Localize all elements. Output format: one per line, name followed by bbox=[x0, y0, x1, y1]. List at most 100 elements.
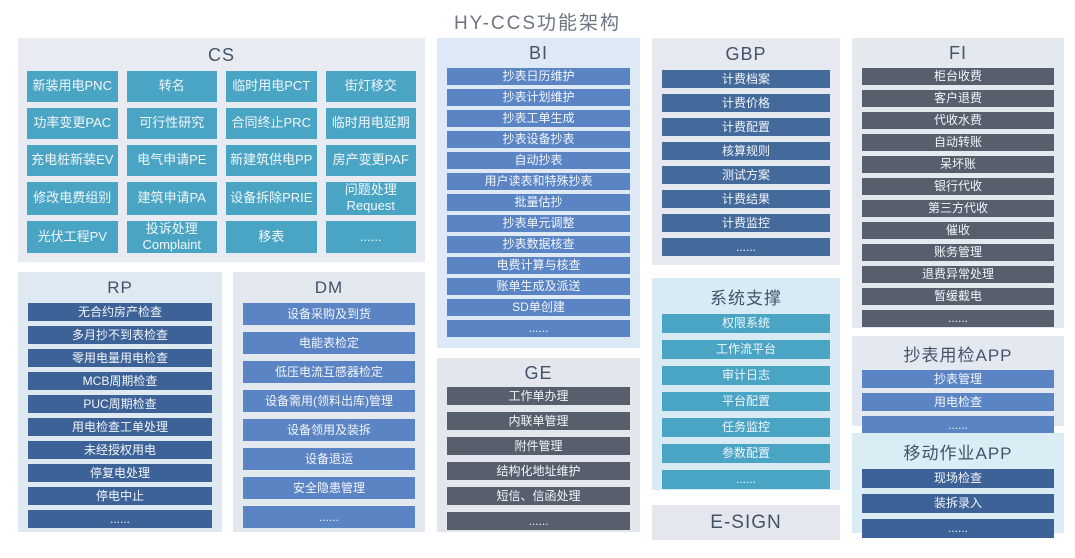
panel-gbp-items: 计费档案 计费价格 计费配置 核算规则 测试方案 计费结果 计费监控...... bbox=[652, 70, 840, 256]
module-box: 暂缓截电 bbox=[862, 288, 1054, 305]
module-box: ...... bbox=[662, 238, 830, 256]
module-box: PUC周期检查 bbox=[28, 395, 212, 413]
module-box: 临时用电PCT bbox=[226, 71, 317, 102]
module-box: 未经授权用电 bbox=[28, 441, 212, 459]
panel-rp: RP 无合约房产检查 多月抄不到表检查 零用电量用电检查 MCB周期检查 PUC周期检查… bbox=[18, 272, 222, 532]
module-box: 抄表管理 bbox=[862, 370, 1054, 388]
module-box: 充电桩新装EV bbox=[27, 145, 118, 176]
module-box: 多月抄不到表检查 bbox=[28, 326, 212, 344]
panel-meter-inspection-app: 抄表用检APP 抄表管理 用电检查...... bbox=[852, 336, 1064, 434]
module-box: 修改电费组别 bbox=[27, 182, 118, 215]
panel-fi-title: FI bbox=[949, 43, 967, 63]
module-box: 计费配置 bbox=[662, 118, 830, 136]
module-box: ...... bbox=[447, 512, 630, 530]
module-box: ...... bbox=[28, 510, 212, 528]
module-box: 建筑申请PA bbox=[126, 182, 217, 215]
panel-bi-items: 抄表日历维护 抄表计划维护 抄表工单生成 抄表设备抄表 自动抄表用户读表和特殊抄表 批量估… bbox=[437, 68, 640, 337]
module-box: 装拆录入 bbox=[862, 494, 1054, 513]
panel-bi: BI 抄表日历维护 抄表计划维护 抄表工单生成 抄表设备抄表 自动抄表用户读表和特殊抄表… bbox=[437, 38, 640, 348]
module-box: 柜台收费 bbox=[862, 68, 1054, 85]
module-box: 工作流平台 bbox=[662, 340, 830, 359]
panel-esign: E-SIGN bbox=[652, 505, 840, 540]
panel-ge: GE 工作单办理 内联单管理 附件管理 结构化地址维护 短信、信函处理...... bbox=[437, 358, 640, 532]
module-box: 可行性研究 bbox=[126, 108, 217, 139]
module-box: 设备拆除PRIE bbox=[226, 182, 317, 215]
module-box: 移表 bbox=[226, 220, 317, 253]
module-box: 批量估抄 bbox=[447, 194, 630, 211]
panel-system-support: 系统支撑 权限系统 工作流平台 审计日志 平台配置 任务监控 参数配置...... bbox=[652, 278, 840, 490]
module-box: 电气申请PE bbox=[126, 145, 217, 176]
column-1-subrow: RP 无合约房产检查 多月抄不到表检查 零用电量用电检查 MCB周期检查 PUC周期检查… bbox=[18, 272, 425, 532]
module-box: 问题处理 Request bbox=[325, 182, 416, 215]
panel-cs: CS 新装用电PNC 转名 临时用电PCT 街灯移交 功率变更PAC 可行性研究 合同终止P… bbox=[18, 38, 425, 262]
column-1: CS 新装用电PNC 转名 临时用电PCT 街灯移交 功率变更PAC 可行性研究 合同终止P… bbox=[18, 38, 425, 532]
module-box: 账务管理 bbox=[862, 244, 1054, 261]
module-box: MCB周期检查 bbox=[28, 372, 212, 390]
module-box: 抄表日历维护 bbox=[447, 68, 630, 85]
panel-dm-title: DM bbox=[314, 278, 344, 297]
module-box: 设备采购及到货 bbox=[243, 303, 415, 325]
module-box: 新装用电PNC bbox=[27, 71, 118, 102]
module-box: 参数配置 bbox=[662, 444, 830, 463]
page-title: HY-CCS功能架构 bbox=[453, 13, 622, 34]
module-box: 抄表工单生成 bbox=[447, 110, 630, 127]
module-box: 计费监控 bbox=[662, 214, 830, 232]
module-box: 抄表单元调整 bbox=[447, 215, 630, 232]
module-box: 光伏工程PV bbox=[27, 220, 118, 253]
module-box: 平台配置 bbox=[662, 392, 830, 411]
module-box: 设备需用(领料出库)管理 bbox=[243, 390, 415, 412]
module-box: 计费档案 bbox=[662, 70, 830, 88]
module-box: 低压电流互感器检定 bbox=[243, 361, 415, 383]
panel-mobile-work-app: 移动作业APP 现场检查装拆录入...... bbox=[852, 433, 1064, 538]
module-box: 工作单办理 bbox=[447, 387, 630, 405]
module-box: SD单创建 bbox=[447, 299, 630, 316]
panel-mobile-work-app-title: 移动作业APP bbox=[903, 444, 1013, 463]
module-box: ...... bbox=[862, 416, 1054, 434]
module-box: ...... bbox=[862, 310, 1054, 327]
module-box: 审计日志 bbox=[662, 366, 830, 385]
panel-bi-title: BI bbox=[528, 43, 548, 63]
module-box: ...... bbox=[325, 220, 416, 253]
panel-ge-items: 工作单办理 内联单管理 附件管理 结构化地址维护 短信、信函处理...... bbox=[437, 387, 640, 530]
module-box: 设备退运 bbox=[243, 448, 415, 470]
module-box: 计费价格 bbox=[662, 94, 830, 112]
column-4: FI 柜台收费 客户退费 代收水费 自动转账 呆坏账 银行代收 第三方代收 催收 账务管理 退费异… bbox=[852, 38, 1064, 538]
module-box: 任务监控 bbox=[662, 418, 830, 437]
module-box: 呆坏账 bbox=[862, 156, 1054, 173]
panel-mobile-work-app-items: 现场检查装拆录入...... bbox=[852, 469, 1064, 538]
module-box: 附件管理 bbox=[447, 437, 630, 455]
panel-meter-inspection-app-items: 抄表管理 用电检查...... bbox=[852, 370, 1064, 434]
module-box: 自动抄表 bbox=[447, 152, 630, 169]
module-box: 转名 bbox=[126, 71, 217, 102]
module-box: ...... bbox=[243, 506, 415, 528]
panel-rp-items: 无合约房产检查 多月抄不到表检查 零用电量用电检查 MCB周期检查 PUC周期检查 用电检… bbox=[18, 303, 222, 528]
module-box: 电能表检定 bbox=[243, 332, 415, 354]
diagram-columns: CS 新装用电PNC 转名 临时用电PCT 街灯移交 功率变更PAC 可行性研究 合同终止P… bbox=[0, 38, 1075, 540]
module-box: 停电中止 bbox=[28, 487, 212, 505]
module-box: 抄表设备抄表 bbox=[447, 131, 630, 148]
module-box: 计费结果 bbox=[662, 190, 830, 208]
module-box: 设备领用及装拆 bbox=[243, 419, 415, 441]
module-box: 账单生成及派送 bbox=[447, 278, 630, 295]
module-box: 现场检查 bbox=[862, 469, 1054, 488]
module-box: 客户退费 bbox=[862, 90, 1054, 107]
module-box: 抄表计划维护 bbox=[447, 89, 630, 106]
module-box: ...... bbox=[662, 470, 830, 489]
module-box: 街灯移交 bbox=[325, 71, 416, 102]
module-box: 投诉处理 Complaint bbox=[126, 220, 217, 253]
column-2: BI 抄表日历维护 抄表计划维护 抄表工单生成 抄表设备抄表 自动抄表用户读表和特殊抄表… bbox=[437, 38, 640, 532]
panel-cs-items: 新装用电PNC 转名 临时用电PCT 街灯移交 功率变更PAC 可行性研究 合同终止PRC 临… bbox=[18, 71, 425, 253]
module-box: 结构化地址维护 bbox=[447, 462, 630, 480]
column-3: GBP 计费档案 计费价格 计费配置 核算规则 测试方案 计费结果 计费监控...... 系… bbox=[652, 38, 840, 540]
module-box: 用户读表和特殊抄表 bbox=[447, 173, 630, 190]
panel-fi: FI 柜台收费 客户退费 代收水费 自动转账 呆坏账 银行代收 第三方代收 催收 账务管理 退费异… bbox=[852, 38, 1064, 328]
module-box: 第三方代收 bbox=[862, 200, 1054, 217]
panel-esign-title: E-SIGN bbox=[710, 511, 782, 533]
module-box: ...... bbox=[447, 320, 630, 337]
module-box: 零用电量用电检查 bbox=[28, 349, 212, 367]
module-box: 代收水费 bbox=[862, 112, 1054, 129]
module-box: ...... bbox=[862, 519, 1054, 538]
module-box: 核算规则 bbox=[662, 142, 830, 160]
module-box: 临时用电延期 bbox=[325, 108, 416, 139]
